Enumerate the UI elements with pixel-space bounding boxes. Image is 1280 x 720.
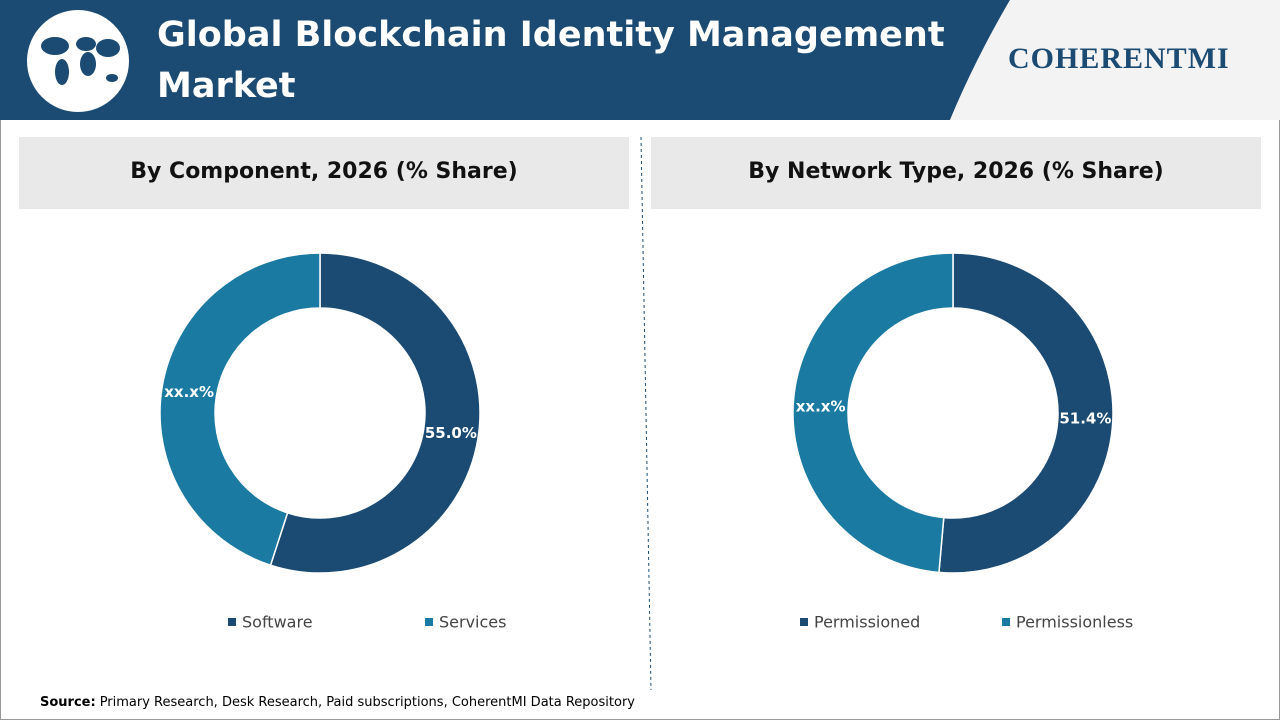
header-band <box>0 0 1010 120</box>
legend-label: Services <box>439 613 506 632</box>
source: Source: Primary Research, Desk Research, … <box>40 695 635 710</box>
chart-title: By Component, 2026 (% Share) <box>130 159 517 184</box>
chart-title-box <box>19 137 629 209</box>
legend-marker <box>425 618 433 626</box>
divider <box>640 136 652 691</box>
donut-segment <box>792 252 954 574</box>
source-label: Source: <box>40 695 96 710</box>
donut-segment <box>269 252 481 574</box>
legend-label: Permissionless <box>1016 613 1133 632</box>
legend-marker <box>800 618 808 626</box>
data-label: 51.4% <box>1059 409 1111 427</box>
legend-label: Software <box>242 613 313 632</box>
data-label: 55.0% <box>425 424 477 442</box>
donut-segment <box>938 252 1114 574</box>
header-title: Global Blockchain Identity Management Mar… <box>157 15 945 106</box>
logo: COHERENTMI <box>1008 42 1230 75</box>
legend-label: Permissioned <box>814 613 920 632</box>
globe-map <box>41 37 120 85</box>
globe-icon <box>27 10 129 112</box>
data-label: xx.x% <box>796 398 846 416</box>
legend-marker <box>1002 618 1010 626</box>
chart-title: By Network Type, 2026 (% Share) <box>748 159 1163 184</box>
source-text: Primary Research, Desk Research, Paid su… <box>100 695 636 710</box>
data-label: xx.x% <box>164 383 214 401</box>
logo-area <box>950 0 1280 120</box>
legend-marker <box>228 618 236 626</box>
donut-segment <box>159 252 321 567</box>
chart-title-box <box>651 137 1261 209</box>
